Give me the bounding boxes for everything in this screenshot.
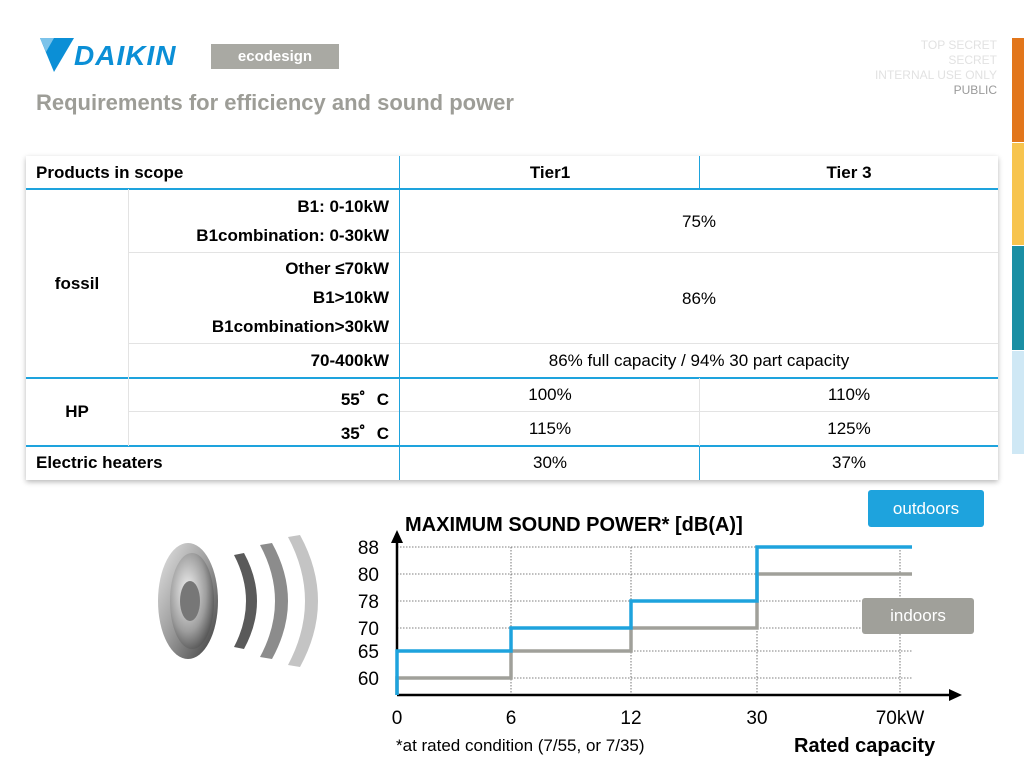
row2-label-a: Other ≤70kW <box>285 259 389 278</box>
group-electric-heaters: Electric heaters <box>36 453 163 472</box>
brand-name: DAIKIN <box>74 40 177 71</box>
classification-top-secret: TOP SECRET <box>920 38 997 52</box>
y-tick-label-60: 60 <box>358 669 379 690</box>
side-color-bar-lightblue <box>1012 351 1024 454</box>
x-tick-label-0: 0 <box>392 708 403 729</box>
group-hp: HP <box>65 402 89 421</box>
row4-label: 55゜C <box>340 390 389 409</box>
classification-internal: INTERNAL USE ONLY <box>874 68 997 82</box>
chart-footnote: *at rated condition (7/55, or 7/35) <box>396 736 645 755</box>
row2-label-c: B1combination>30kW <box>211 317 389 336</box>
row6-tier1: 30% <box>532 453 568 472</box>
requirements-table: Products in scope Tier1 Tier 3 fossil B1… <box>26 156 998 480</box>
hp-rule <box>26 445 998 447</box>
x-axis-arrow <box>949 689 962 701</box>
x-tick-label-3: 30 <box>746 708 767 729</box>
row3-label: 70-400kW <box>310 351 389 370</box>
indoors-callout: indoors <box>862 598 974 634</box>
row1-value: 75% <box>681 212 717 231</box>
side-color-bar-teal <box>1012 246 1024 350</box>
group-fossil: fossil <box>54 274 100 293</box>
speaker-icon <box>158 535 318 667</box>
col-rule-group <box>128 189 129 446</box>
y-tick-label-70: 70 <box>358 619 379 640</box>
col-rule-tier-hp <box>699 378 700 446</box>
page-title: Requirements for efficiency and sound po… <box>36 90 514 115</box>
y-axis-arrow <box>391 530 403 543</box>
chart-title: MAXIMUM SOUND POWER* [dB(A)] <box>405 514 743 536</box>
row1-label-b: B1combination: 0-30kW <box>196 226 389 245</box>
ecodesign-badge: ecodesign <box>211 44 339 69</box>
row-rule-2 <box>128 343 998 344</box>
classification-secret: SECRET <box>948 53 997 67</box>
row6-tier3: 37% <box>831 453 867 472</box>
series-line-outdoors <box>395 545 912 695</box>
header-tier1: Tier1 <box>529 163 571 182</box>
fossil-rule <box>26 377 998 379</box>
classification-public: PUBLIC <box>953 83 997 97</box>
col-rule-tier-top <box>699 156 700 189</box>
x-tick-label-4: 70kW <box>876 708 925 729</box>
row1-label-a: B1: 0-10kW <box>297 197 389 216</box>
header-rule <box>26 188 998 190</box>
daikin-logo-mark-icon <box>40 38 74 72</box>
daikin-logo: DAIKIN <box>40 38 202 74</box>
header-products-in-scope: Products in scope <box>36 163 184 182</box>
row4-tier1: 100% <box>528 385 572 404</box>
col-rule-tier-electric <box>699 446 700 480</box>
header-tier3: Tier 3 <box>826 163 872 182</box>
row-rule-4 <box>128 411 998 412</box>
row2-value: 86% <box>681 289 717 308</box>
outdoors-callout: outdoors <box>868 490 984 527</box>
row5-tier3: 125% <box>827 419 871 438</box>
side-color-bar-orange <box>1012 38 1024 142</box>
row5-tier1: 115% <box>528 419 572 438</box>
classification-levels: TOP SECRET SECRET INTERNAL USE ONLY PUBL… <box>875 38 997 98</box>
row3-value: 86% full capacity / 94% 30 part capacity <box>548 351 850 370</box>
row4-tier3: 110% <box>827 385 871 404</box>
y-tick-label-78: 78 <box>358 592 379 613</box>
col-rule-label <box>399 156 400 480</box>
x-tick-label-2: 12 <box>620 708 641 729</box>
row2-label-b: B1>10kW <box>312 288 389 307</box>
y-tick-label-88: 88 <box>358 538 379 559</box>
x-tick-label-1: 6 <box>506 708 517 729</box>
row-rule-1 <box>128 252 998 253</box>
series-line-indoors <box>395 572 912 695</box>
y-tick-label-65: 65 <box>358 642 379 663</box>
y-tick-label-80: 80 <box>358 565 379 586</box>
side-color-bar-yellow <box>1012 143 1024 245</box>
x-axis-caption: Rated capacity <box>794 735 936 757</box>
row5-label: 35゜C <box>340 424 389 443</box>
